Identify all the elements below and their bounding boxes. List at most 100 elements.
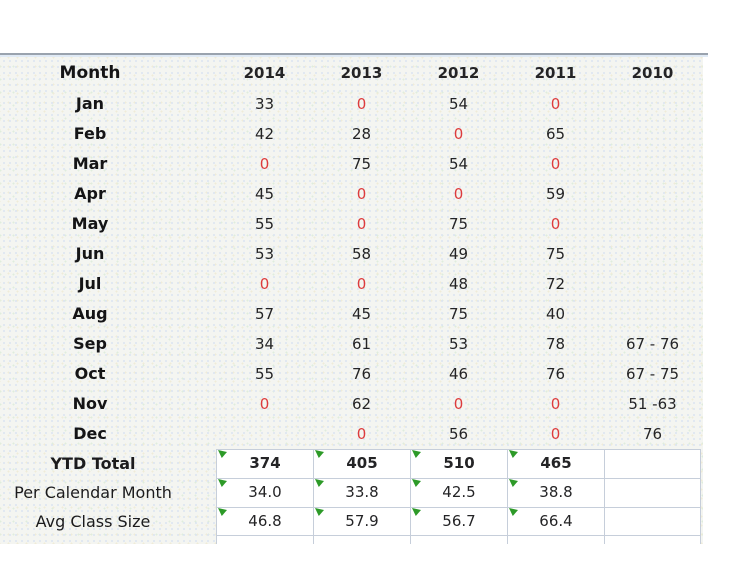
value-cell: 75 bbox=[545, 245, 566, 263]
summary-stub-cell bbox=[604, 536, 701, 544]
month-label: Sep bbox=[73, 334, 107, 353]
cell-corner-marker-icon bbox=[412, 479, 421, 487]
column-header-2013: 2013 bbox=[340, 64, 383, 82]
summary-label-ytd-total: YTD Total bbox=[50, 454, 136, 473]
summary-label-per-calendar-month: Per Calendar Month bbox=[14, 483, 172, 502]
value-cell: 45 bbox=[351, 305, 372, 323]
summary-section: YTD Total 374 405 510 465 Per Calendar M… bbox=[0, 449, 703, 544]
value-cell: 51 -63 bbox=[628, 395, 677, 413]
value-cell: 57 bbox=[254, 305, 275, 323]
value-cell: 55 bbox=[254, 215, 275, 233]
month-label: Jan bbox=[75, 94, 105, 113]
table-row-may: May 55 0 75 0 bbox=[0, 209, 703, 239]
cell-corner-marker-icon bbox=[509, 479, 518, 487]
column-header-2010: 2010 bbox=[631, 64, 674, 82]
summary-cell: 465 bbox=[507, 449, 604, 478]
value-cell bbox=[604, 209, 701, 239]
value-cell: 0 bbox=[550, 395, 561, 413]
value-cell: 0 bbox=[550, 215, 561, 233]
summary-row-ytd-total: YTD Total 374 405 510 465 bbox=[0, 449, 703, 478]
value-cell: 0 bbox=[356, 425, 367, 443]
summary-cell-empty bbox=[604, 507, 701, 536]
summary-stub-cell bbox=[313, 536, 410, 544]
value-cell bbox=[604, 299, 701, 329]
value-cell: 0 bbox=[259, 395, 270, 413]
month-label: Mar bbox=[72, 154, 108, 173]
value-cell: 78 bbox=[545, 335, 566, 353]
summary-cell: 33.8 bbox=[313, 478, 410, 507]
value-cell bbox=[604, 179, 701, 209]
cell-corner-marker-icon bbox=[218, 450, 227, 458]
value-cell: 0 bbox=[356, 275, 367, 293]
cell-corner-marker-icon bbox=[218, 508, 227, 516]
value-cell: 34 bbox=[254, 335, 275, 353]
table-header-row: Month 2014 2013 2012 2011 2010 bbox=[0, 57, 703, 89]
value-cell: 49 bbox=[448, 245, 469, 263]
table-row-jan: Jan 33 0 54 0 bbox=[0, 89, 703, 119]
summary-cell: 510 bbox=[410, 449, 507, 478]
cell-corner-marker-icon bbox=[509, 508, 518, 516]
month-label: Oct bbox=[74, 364, 106, 383]
cell-corner-marker-icon bbox=[412, 508, 421, 516]
table-row-oct: Oct 55 76 46 76 67 - 75 bbox=[0, 359, 703, 389]
value-cell: 0 bbox=[259, 155, 270, 173]
cell-corner-marker-icon bbox=[315, 508, 324, 516]
summary-stub-cell bbox=[410, 536, 507, 544]
value-cell bbox=[604, 269, 701, 299]
value-cell: 42 bbox=[254, 125, 275, 143]
value-cell: 75 bbox=[351, 155, 372, 173]
summary-row-stub bbox=[0, 536, 703, 544]
table-row-mar: Mar 0 75 54 0 bbox=[0, 149, 703, 179]
value-cell: 76 bbox=[545, 365, 566, 383]
value-cell: 67 - 76 bbox=[625, 335, 680, 353]
value-cell: 54 bbox=[448, 95, 469, 113]
value-cell: 0 bbox=[550, 95, 561, 113]
cell-corner-marker-icon bbox=[218, 479, 227, 487]
value-cell: 72 bbox=[545, 275, 566, 293]
summary-cell: 57.9 bbox=[313, 507, 410, 536]
value-cell: 76 bbox=[642, 425, 663, 443]
summary-cell: 56.7 bbox=[410, 507, 507, 536]
table-row-aug: Aug 57 45 75 40 bbox=[0, 299, 703, 329]
value-cell: 0 bbox=[356, 185, 367, 203]
value-cell bbox=[604, 149, 701, 179]
value-cell: 0 bbox=[550, 155, 561, 173]
value-cell: 55 bbox=[254, 365, 275, 383]
summary-label-avg-class-size: Avg Class Size bbox=[35, 512, 151, 531]
summary-cell: 405 bbox=[313, 449, 410, 478]
value-cell: 45 bbox=[254, 185, 275, 203]
table-row-jul: Jul 0 0 48 72 bbox=[0, 269, 703, 299]
table-row-apr: Apr 45 0 0 59 bbox=[0, 179, 703, 209]
table-row-sep: Sep 34 61 53 78 67 - 76 bbox=[0, 329, 703, 359]
value-cell: 75 bbox=[448, 215, 469, 233]
value-cell: 0 bbox=[550, 425, 561, 443]
value-cell: 0 bbox=[356, 215, 367, 233]
value-cell: 54 bbox=[448, 155, 469, 173]
summary-cell-empty bbox=[604, 449, 701, 478]
summary-cell: 374 bbox=[216, 449, 313, 478]
value-cell bbox=[604, 119, 701, 149]
month-label: Feb bbox=[73, 124, 107, 143]
cell-corner-marker-icon bbox=[315, 479, 324, 487]
month-label: Dec bbox=[73, 424, 107, 443]
top-divider bbox=[0, 53, 708, 57]
table-row-jun: Jun 53 58 49 75 bbox=[0, 239, 703, 269]
value-cell: 67 - 75 bbox=[625, 365, 680, 383]
summary-cell: 46.8 bbox=[216, 507, 313, 536]
table-row-dec: Dec 0 56 0 76 bbox=[0, 419, 703, 449]
value-cell: 0 bbox=[356, 95, 367, 113]
summary-stub-label bbox=[0, 536, 216, 544]
value-cell: 33 bbox=[254, 95, 275, 113]
table-row-feb: Feb 42 28 0 65 bbox=[0, 119, 703, 149]
month-label: Nov bbox=[72, 394, 108, 413]
table-row-nov: Nov 0 62 0 0 51 -63 bbox=[0, 389, 703, 419]
month-label: May bbox=[71, 214, 109, 233]
cell-corner-marker-icon bbox=[315, 450, 324, 458]
value-cell: 53 bbox=[254, 245, 275, 263]
month-label: Jun bbox=[75, 244, 105, 263]
value-cell bbox=[216, 419, 313, 449]
value-cell: 58 bbox=[351, 245, 372, 263]
value-cell: 56 bbox=[448, 425, 469, 443]
value-cell: 48 bbox=[448, 275, 469, 293]
